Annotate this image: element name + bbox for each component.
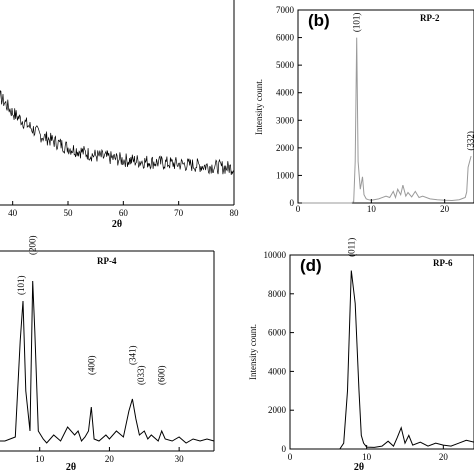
x-tick-label: 0 bbox=[296, 204, 301, 214]
series-line bbox=[298, 37, 472, 204]
series-line bbox=[290, 270, 474, 450]
peak-label: (400) bbox=[86, 356, 96, 376]
y-tick-label: 3000 bbox=[276, 115, 295, 125]
x-tick-label: 20 bbox=[105, 454, 115, 464]
x-tick-label: 20 bbox=[440, 204, 450, 214]
y-tick-label: 6000 bbox=[276, 33, 295, 43]
x-tick-label: 10 bbox=[362, 452, 372, 462]
y-tick-label: 7000 bbox=[276, 5, 295, 15]
peak-label: (341) bbox=[127, 346, 137, 366]
panel-b-x-ticks: 0 10 20 bbox=[296, 199, 450, 214]
panel-c-xlabel: 2θ bbox=[66, 462, 76, 473]
panel-d-label: (d) bbox=[300, 256, 322, 275]
panel-b: (101) (332) 0 1000 2000 3000 4000 5000 6000 7000… bbox=[254, 5, 474, 214]
y-tick-label: 0 bbox=[290, 198, 295, 208]
peak-label: (600) bbox=[157, 366, 167, 386]
panel-d-ylabel: Intensity count. bbox=[248, 324, 258, 380]
panel-d-frame bbox=[289, 254, 474, 450]
y-tick-label: 8000 bbox=[268, 289, 287, 299]
panel-a-plot-area bbox=[0, 90, 234, 175]
panel-b-y-ticks: 0 1000 2000 3000 4000 5000 6000 7000 bbox=[276, 5, 302, 208]
x-tick-label: 50 bbox=[64, 208, 74, 218]
peak-label: (101) bbox=[16, 276, 26, 296]
y-tick-label: 10000 bbox=[264, 250, 287, 260]
x-tick-label: 80 bbox=[230, 208, 240, 218]
x-tick-label: 60 bbox=[119, 208, 129, 218]
panel-a-x-ticks: 40 50 60 70 80 bbox=[8, 201, 239, 218]
x-tick-label: 20 bbox=[439, 452, 449, 462]
y-tick-label: 2000 bbox=[268, 405, 287, 415]
panel-c-plot-area: (101) (200) (400) (341)(033) (600) bbox=[0, 236, 215, 444]
y-tick-label: 5000 bbox=[276, 60, 295, 70]
peak-label: (101) bbox=[352, 13, 362, 33]
x-tick-label: 70 bbox=[174, 208, 184, 218]
panel-d-x-ticks: 0 10 20 bbox=[288, 445, 449, 462]
panel-a: 40 50 60 70 80 2θ bbox=[0, 0, 239, 230]
y-tick-label: 4000 bbox=[268, 366, 287, 376]
panel-d: (011) 0 2000 4000 6000 8000 10000 0 10 20 (d) R… bbox=[248, 238, 474, 473]
panel-a-xlabel: 2θ bbox=[112, 219, 122, 230]
panel-c-x-ticks: 10 20 30 bbox=[35, 447, 184, 464]
panel-b-sample-tag: RP-2 bbox=[420, 13, 440, 23]
peak-label: (332) bbox=[465, 131, 474, 151]
y-tick-label: 0 bbox=[282, 444, 287, 454]
peak-label: (033) bbox=[136, 366, 146, 386]
x-tick-label: 0 bbox=[288, 452, 293, 462]
panel-b-label: (b) bbox=[308, 11, 330, 30]
panel-d-xlabel: 2θ bbox=[354, 462, 364, 473]
y-tick-label: 6000 bbox=[268, 328, 287, 338]
y-tick-label: 2000 bbox=[276, 143, 295, 153]
x-tick-label: 10 bbox=[367, 204, 377, 214]
panel-b-frame bbox=[297, 9, 474, 204]
x-tick-label: 40 bbox=[8, 208, 18, 218]
series-line bbox=[0, 280, 215, 444]
panel-c: (101) (200) (400) (341)(033) (600) 10 20 30 RP… bbox=[0, 236, 215, 473]
panel-b-ylabel: Intensity count. bbox=[254, 79, 264, 135]
peak-label: (200) bbox=[28, 236, 38, 256]
series-line bbox=[0, 90, 234, 175]
x-tick-label: 10 bbox=[35, 454, 45, 464]
y-tick-label: 4000 bbox=[276, 88, 295, 98]
peak-label: (011) bbox=[346, 238, 356, 257]
y-tick-label: 1000 bbox=[276, 170, 295, 180]
panel-d-y-ticks: 0 2000 4000 6000 8000 10000 bbox=[264, 250, 294, 454]
panel-d-sample-tag: RP-6 bbox=[433, 258, 453, 268]
panel-d-plot-area: (011) bbox=[290, 238, 474, 450]
x-tick-label: 30 bbox=[175, 454, 185, 464]
panel-b-plot-area: (101) (332) bbox=[298, 13, 474, 204]
panel-c-sample-tag: RP-4 bbox=[97, 256, 117, 266]
